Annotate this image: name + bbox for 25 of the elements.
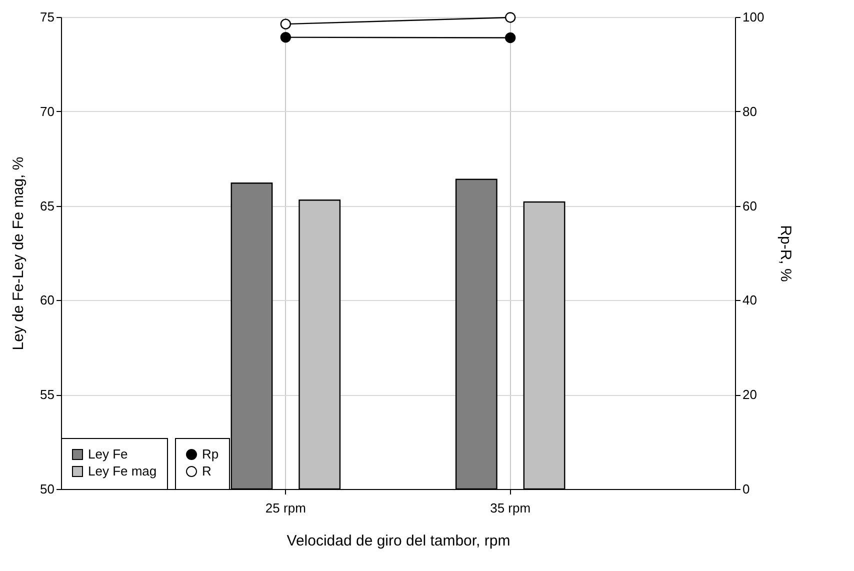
y-tick-label: 60	[40, 292, 54, 308]
y2-tick-label: 60	[742, 198, 757, 214]
point	[504, 12, 516, 23]
x-tick-label: 25 rpm	[265, 500, 306, 516]
legend-label: Ley Fe	[88, 446, 128, 462]
legend-label: R	[202, 464, 212, 478]
y-tick-label: 70	[40, 104, 54, 119]
x-axis-title: Velocidad de giro del tambor, rpm	[286, 532, 510, 550]
y-tick-label: 50	[40, 482, 54, 496]
y2-axis-title: Rp-R, %	[777, 225, 794, 282]
y2-tick-label: 80	[742, 104, 757, 119]
point	[280, 32, 292, 43]
point	[504, 32, 516, 44]
legend-label: Ley Fe mag	[88, 464, 157, 478]
y-tick-label: 55	[40, 387, 54, 402]
legend-label: Rp	[202, 446, 219, 462]
y-tick-label: 75	[40, 10, 54, 24]
point	[280, 18, 292, 30]
y2-tick-label: 20	[742, 387, 757, 402]
y-axis-title: Ley de Fe-Ley de Fe mag, %	[10, 156, 28, 350]
y2-tick-label: 100	[742, 10, 764, 24]
y-tick-label: 65	[40, 198, 54, 214]
x-tick-label: 35 rpm	[490, 500, 531, 516]
y2-tick-label: 40	[742, 292, 757, 308]
y2-tick-label: 0	[742, 482, 750, 496]
